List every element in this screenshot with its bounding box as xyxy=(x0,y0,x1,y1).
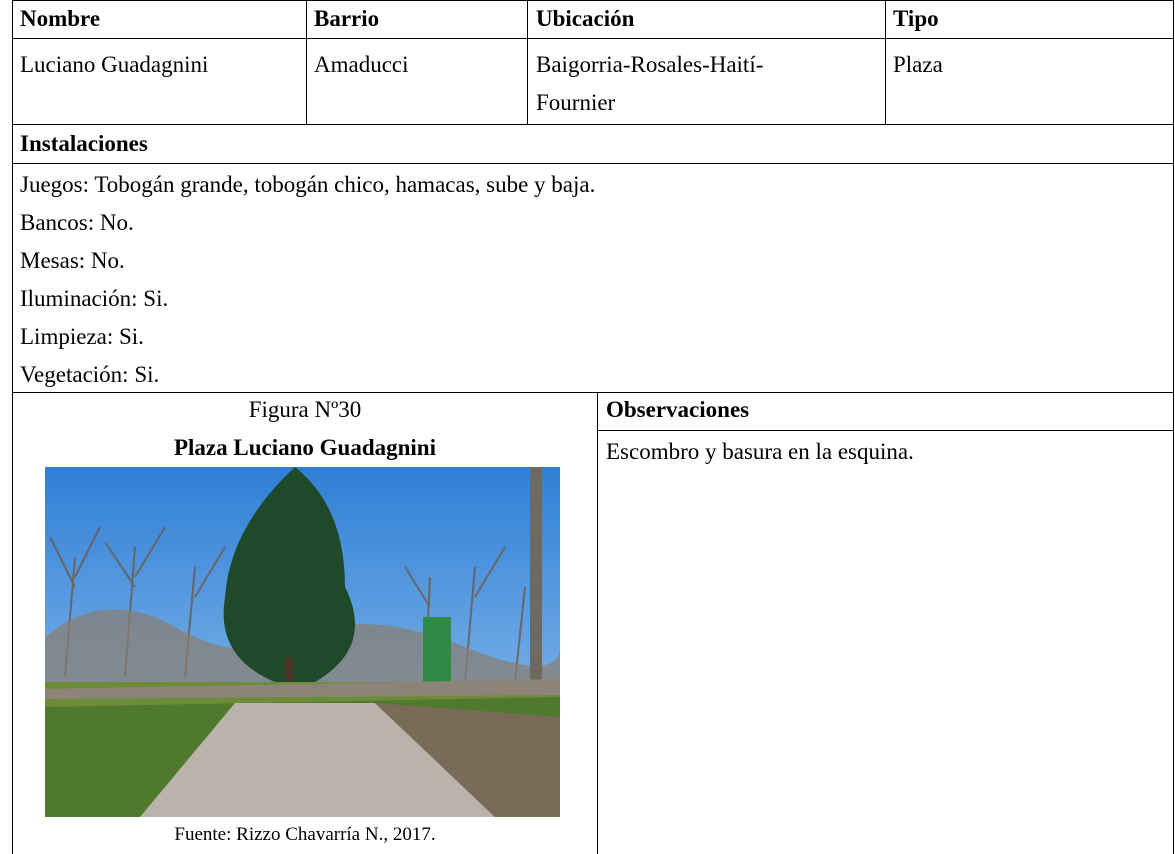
border xyxy=(597,430,1174,431)
border xyxy=(12,392,1174,393)
figure-number: Figura Nº30 xyxy=(248,397,362,422)
header-cell: Tipo xyxy=(893,6,939,31)
border xyxy=(527,0,528,124)
border xyxy=(12,0,1174,1)
cell: Fournier xyxy=(536,90,616,115)
section-title: Observaciones xyxy=(606,397,750,422)
observation-text: Escombro y basura en la esquina. xyxy=(606,439,914,464)
border xyxy=(1173,0,1174,854)
header-cell: Barrio xyxy=(314,6,380,31)
border xyxy=(12,38,1174,39)
installation-line: Bancos: No. xyxy=(20,210,134,235)
installation-line: Juegos: Tobogán grande, tobogán chico, h… xyxy=(20,172,596,197)
section-title: Instalaciones xyxy=(20,131,148,156)
cell: Baigorria-Rosales-Haití- xyxy=(536,52,764,77)
border xyxy=(12,0,13,854)
border xyxy=(12,124,1174,125)
cell: Amaducci xyxy=(314,52,409,77)
cell: Luciano Guadagnini xyxy=(20,52,209,77)
figure-source: Fuente: Rizzo Chavarría N., 2017. xyxy=(174,824,436,845)
installation-line: Mesas: No. xyxy=(20,248,125,273)
border xyxy=(306,0,307,124)
installation-line: Iluminación: Si. xyxy=(20,286,169,311)
installation-line: Vegetación: Si. xyxy=(20,362,160,387)
border xyxy=(597,392,598,854)
border xyxy=(12,163,1174,164)
installation-line: Limpieza: Si. xyxy=(20,324,144,349)
photo xyxy=(45,467,560,817)
header-cell: Nombre xyxy=(20,6,101,31)
figure-title: Plaza Luciano Guadagnini xyxy=(173,435,436,460)
header-cell: Ubicación xyxy=(536,6,635,31)
cell: Plaza xyxy=(893,52,943,77)
border xyxy=(885,0,886,124)
